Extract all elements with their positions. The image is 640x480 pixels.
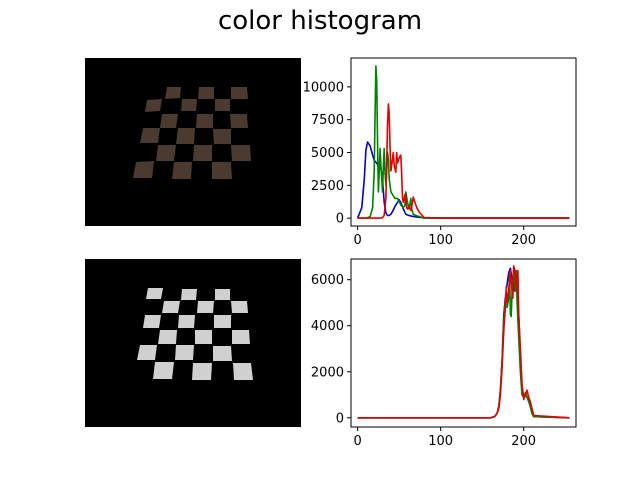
series-line-blue: [357, 267, 570, 419]
series-line-red: [357, 103, 570, 219]
y-tick-label: 10000: [303, 80, 344, 95]
checkerboard-dark-photo: [85, 58, 301, 226]
x-tick-label: 100: [428, 434, 453, 449]
series-line-green: [357, 267, 570, 419]
y-tick-label: 5000: [311, 146, 344, 161]
y-tick-label: 2000: [311, 365, 344, 380]
axes-frame: [350, 57, 577, 227]
y-tick-label: 0: [336, 411, 344, 426]
series-line-red: [357, 265, 570, 419]
figure-title: color histogram: [217, 6, 423, 36]
checkerboard-dark-svg: [133, 87, 251, 179]
y-tick-label: 7500: [311, 113, 344, 128]
axes-frame: [350, 258, 577, 428]
x-tick-label: 100: [428, 233, 453, 248]
checkerboard-equalized-svg: [137, 288, 253, 380]
x-tick-label: 200: [511, 233, 536, 248]
series-line-blue: [356, 141, 570, 219]
y-tick-label: 2500: [311, 179, 344, 194]
x-tick-label: 0: [354, 434, 362, 449]
series-line-green: [357, 65, 570, 219]
y-tick-label: 4000: [311, 319, 344, 334]
checkerboard-equalized-photo: [85, 259, 301, 427]
y-tick-label: 0: [336, 212, 344, 227]
y-tick-label: 6000: [311, 273, 344, 288]
x-tick-label: 200: [511, 434, 536, 449]
x-tick-label: 0: [354, 233, 362, 248]
